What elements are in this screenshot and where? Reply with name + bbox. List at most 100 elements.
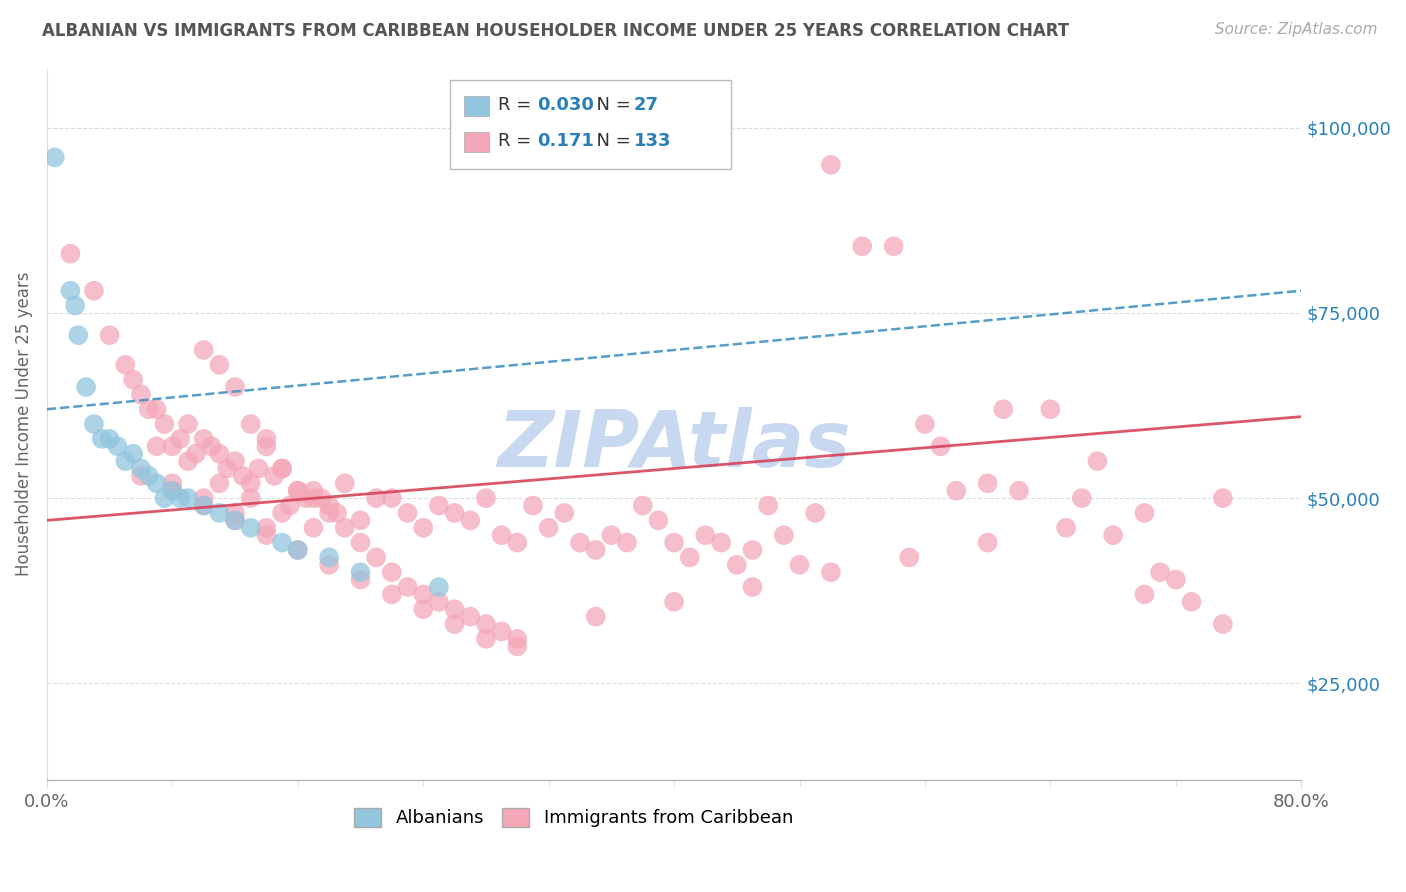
Point [302, 521, 325, 535]
Text: R =: R = [498, 132, 537, 150]
Point [326, 506, 349, 520]
Point [145, 402, 167, 417]
Point [1212, 617, 1234, 632]
Point [741, 543, 763, 558]
Point [239, 476, 262, 491]
Point [98, 432, 121, 446]
Point [169, 432, 191, 446]
Y-axis label: Householder Income Under 25 years: Householder Income Under 25 years [15, 272, 32, 576]
Point [129, 461, 152, 475]
Point [271, 535, 294, 549]
Point [177, 417, 200, 431]
Point [695, 528, 717, 542]
Point [898, 550, 921, 565]
Point [366, 550, 388, 565]
Point [271, 461, 294, 475]
Legend: Albanians, Immigrants from Caribbean: Albanians, Immigrants from Caribbean [347, 801, 800, 835]
Point [725, 558, 748, 572]
Point [263, 469, 285, 483]
Point [224, 513, 246, 527]
Point [443, 617, 465, 632]
Point [585, 543, 607, 558]
Point [224, 380, 246, 394]
Point [145, 476, 167, 491]
Point [311, 491, 333, 505]
Point [789, 558, 811, 572]
Text: ALBANIAN VS IMMIGRANTS FROM CARIBBEAN HOUSEHOLDER INCOME UNDER 25 YEARS CORRELAT: ALBANIAN VS IMMIGRANTS FROM CARIBBEAN HO… [42, 22, 1070, 40]
Point [427, 499, 450, 513]
Point [153, 417, 176, 431]
Point [976, 476, 998, 491]
Point [976, 535, 998, 549]
Point [177, 491, 200, 505]
Point [208, 506, 231, 520]
Point [271, 506, 294, 520]
Point [993, 402, 1015, 417]
Point [193, 499, 215, 513]
Point [506, 535, 529, 549]
Point [741, 580, 763, 594]
Point [349, 565, 371, 579]
Point [83, 284, 105, 298]
Point [443, 506, 465, 520]
Point [710, 535, 733, 549]
Point [662, 535, 685, 549]
Point [1102, 528, 1125, 542]
Point [208, 476, 231, 491]
Point [1008, 483, 1031, 498]
Point [349, 513, 371, 527]
Point [239, 521, 262, 535]
Point [239, 417, 262, 431]
Point [491, 624, 513, 639]
Point [396, 580, 419, 594]
Point [1133, 587, 1156, 601]
Point [585, 609, 607, 624]
Point [475, 632, 498, 646]
Point [851, 239, 873, 253]
Point [1070, 491, 1092, 505]
Point [169, 491, 191, 505]
Point [1133, 506, 1156, 520]
Point [333, 476, 356, 491]
Point [302, 491, 325, 505]
Point [232, 469, 254, 483]
Point [522, 499, 544, 513]
Point [122, 447, 145, 461]
Text: ZIPAtlas: ZIPAtlas [498, 408, 851, 483]
Point [162, 439, 184, 453]
Text: R =: R = [498, 96, 537, 114]
Point [1149, 565, 1171, 579]
Point [63, 299, 86, 313]
Point [318, 550, 340, 565]
Point [177, 454, 200, 468]
Point [254, 439, 277, 453]
Point [254, 521, 277, 535]
Point [475, 491, 498, 505]
Point [381, 491, 404, 505]
Point [318, 506, 340, 520]
Point [318, 558, 340, 572]
Point [537, 521, 560, 535]
Text: N =: N = [585, 96, 637, 114]
Point [107, 439, 129, 453]
Point [239, 491, 262, 505]
Text: 0.030: 0.030 [537, 96, 593, 114]
Point [138, 402, 160, 417]
Point [1087, 454, 1109, 468]
Point [349, 573, 371, 587]
Text: Source: ZipAtlas.com: Source: ZipAtlas.com [1215, 22, 1378, 37]
Point [271, 461, 294, 475]
Point [254, 528, 277, 542]
Point [616, 535, 638, 549]
Point [44, 150, 66, 164]
Point [287, 483, 309, 498]
Point [458, 609, 481, 624]
Point [217, 461, 239, 475]
Point [506, 632, 529, 646]
Point [153, 491, 176, 505]
Point [333, 521, 356, 535]
Point [129, 387, 152, 401]
Point [287, 543, 309, 558]
Text: 27: 27 [634, 96, 659, 114]
Point [59, 246, 82, 260]
